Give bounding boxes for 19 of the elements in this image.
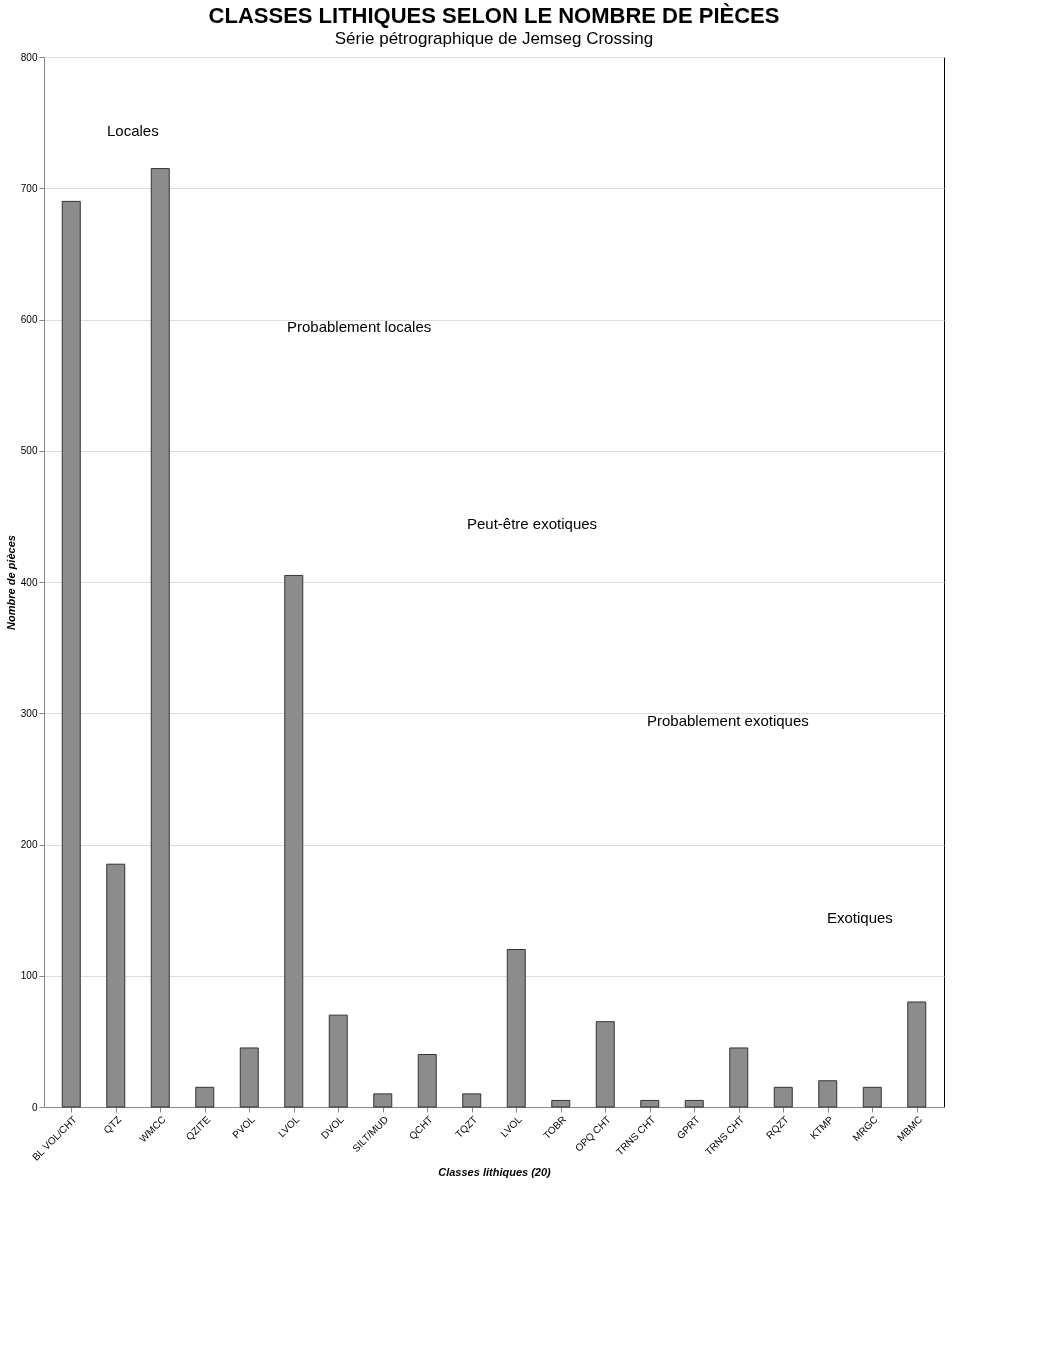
chart-subtitle: Série pétrographique de Jemseg Crossing (334, 29, 654, 48)
x-axis-title: Classes lithiques (20) (438, 1165, 552, 1178)
y-tick-label: 300 (20, 707, 38, 719)
x-tick-label: QTZ (101, 1113, 124, 1136)
y-tick-label: 700 (20, 182, 38, 194)
y-tick-label: 200 (20, 839, 38, 850)
y-tick-label: 0 (31, 1101, 38, 1113)
y-tick-label: 100 (20, 970, 38, 982)
annotation: Exotiques (827, 909, 893, 926)
y-tick-label: 500 (20, 445, 38, 457)
y-axis-title: Nombre de pièces (4, 535, 17, 630)
chart-title: CLASSES LITHIQUES SELON LE NOMBRE DE PIÈCES (208, 3, 780, 28)
annotation: Probablement locales (287, 318, 432, 336)
annotation: Peut-être exotiques (467, 515, 598, 533)
y-tick-label: 400 (20, 576, 38, 588)
annotation: Probablement exotiques (647, 712, 809, 730)
y-tick-label: 600 (20, 314, 38, 325)
y-tick-label: 800 (20, 51, 38, 63)
annotation: Locales (107, 121, 159, 139)
